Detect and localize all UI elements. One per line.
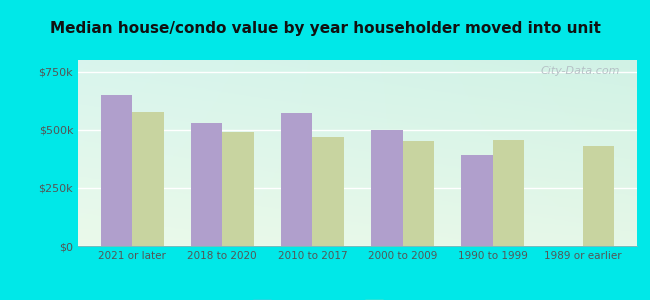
Bar <box>281 113 313 246</box>
Bar <box>402 141 434 246</box>
Bar <box>313 137 344 246</box>
Bar <box>101 95 132 246</box>
Text: Median house/condo value by year householder moved into unit: Median house/condo value by year househo… <box>49 21 601 36</box>
Text: City-Data.com: City-Data.com <box>541 66 620 76</box>
Legend: Liberty Lake, Washington: Liberty Lake, Washington <box>249 296 466 300</box>
Bar <box>222 132 254 246</box>
Bar <box>493 140 525 246</box>
Bar <box>190 123 222 246</box>
Bar <box>462 155 493 246</box>
Bar <box>132 112 164 246</box>
Bar <box>371 130 402 246</box>
Bar <box>583 146 614 246</box>
